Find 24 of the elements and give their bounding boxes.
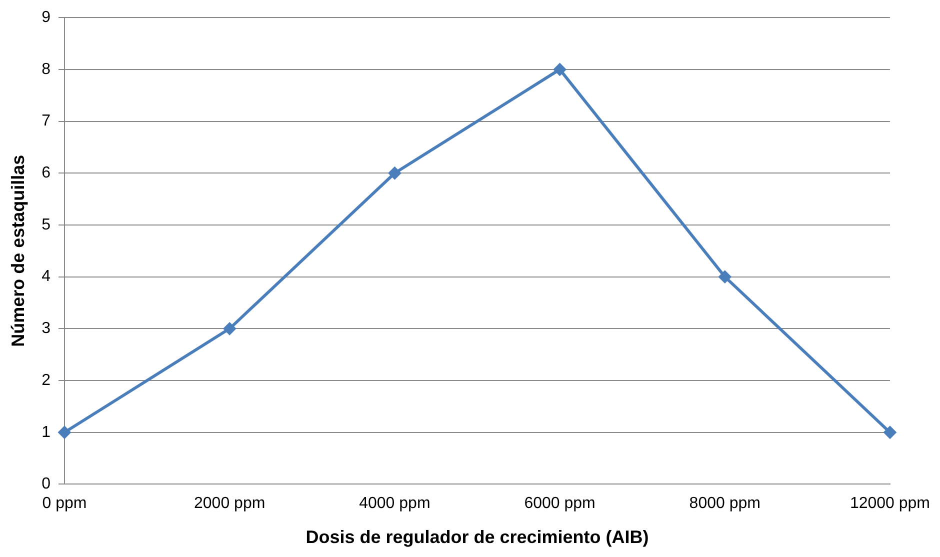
point	[718, 270, 732, 284]
x-tick-label: 2000 ppm	[194, 495, 266, 512]
point	[58, 426, 71, 439]
point	[883, 426, 896, 439]
point	[553, 62, 566, 76]
point	[388, 166, 402, 180]
y-tick-label: 6	[42, 164, 51, 182]
y-tick-label: 2	[42, 372, 51, 389]
y-tick-label: 9	[42, 9, 51, 26]
x-tick-label: 12000 ppm	[850, 495, 930, 512]
y-tick-label: 1	[42, 424, 51, 441]
y-axis-title: Número de estaquillas	[8, 154, 28, 347]
y-tick-label: 0	[42, 476, 51, 493]
x-tick-label: 6000 ppm	[524, 495, 596, 512]
y-tick-label: 8	[42, 60, 51, 78]
y-tick-label: 7	[42, 112, 51, 130]
x-tick-label: 4000 ppm	[359, 495, 430, 512]
y-tick-label: 3	[42, 320, 51, 338]
point	[223, 322, 236, 336]
y-tick-label: 4	[42, 268, 51, 286]
x-tick-label: 8000 ppm	[689, 495, 760, 512]
x-axis-title: Dosis de regulador de crecimiento (AIB)	[306, 527, 649, 548]
x-tick-label: 0 ppm	[42, 495, 87, 512]
y-tick-label: 5	[42, 216, 51, 234]
